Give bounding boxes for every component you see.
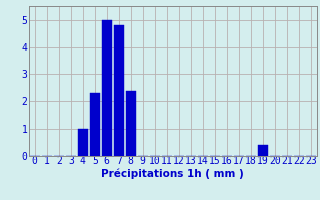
Bar — [90, 93, 100, 156]
Bar — [102, 20, 112, 156]
Bar — [126, 91, 136, 156]
X-axis label: Précipitations 1h ( mm ): Précipitations 1h ( mm ) — [101, 169, 244, 179]
Bar — [78, 129, 88, 156]
Bar — [114, 25, 124, 156]
Bar — [258, 145, 268, 156]
